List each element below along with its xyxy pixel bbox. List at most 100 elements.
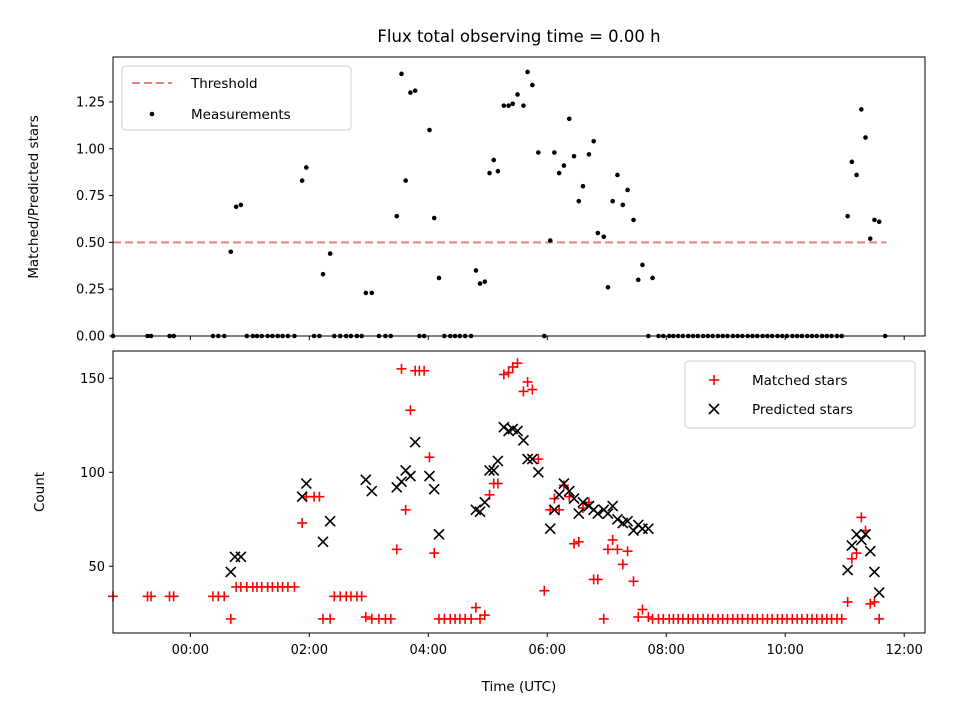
top-axes-frame	[112, 56, 926, 337]
measurements-legend-label: Measurements	[191, 107, 291, 123]
predicted-star-d2	[573, 508, 585, 520]
chart-title: Flux total observing time = 0.00 h	[377, 27, 660, 46]
matched-stars-legend-label: Matched stars	[752, 373, 848, 389]
measurement-point	[412, 88, 418, 94]
matched-star-point	[289, 581, 300, 592]
bottom-panel: 50 100 150 00:00 02:00 04:00 06:00 08:00 10:00 1…	[32, 350, 926, 695]
top-y-tick-label: 1.00	[76, 142, 105, 157]
predicted-star-d2	[366, 485, 378, 497]
matched-star-point	[865, 598, 876, 609]
measurement-point	[625, 187, 630, 193]
measurement-point	[595, 230, 601, 236]
predicted-star-point	[548, 504, 560, 516]
measurement-point	[576, 198, 582, 204]
bottom-y-ticks: 50 100 150	[80, 372, 113, 575]
predicted-star-point	[366, 485, 378, 497]
matched-stars-points	[108, 358, 885, 624]
predicted-star-point	[563, 485, 575, 497]
predicted-star-point	[474, 506, 486, 518]
predicted-star-point	[873, 587, 885, 599]
measurement-point	[399, 71, 404, 77]
matched-star-point	[297, 518, 308, 529]
predicted-star-d2	[395, 476, 408, 488]
matched-star-point	[836, 613, 847, 624]
bottom-x-ticks: 00:00 02:00 04:00 06:00 08:00 10:00 12:00	[172, 633, 923, 658]
bottom-x-tick-label: 04:00	[410, 643, 447, 658]
predicted-star-d2	[324, 515, 336, 527]
measurement-point	[363, 290, 369, 296]
measurement-point	[408, 90, 413, 95]
top-y-ticks: 0.00 0.25 0.50 0.75 1.00 1.25	[76, 95, 113, 345]
matched-star-point	[569, 538, 580, 549]
bottom-y-tick-label: 100	[80, 466, 105, 481]
predicted-star-d2	[526, 453, 538, 465]
measurement-point	[521, 103, 526, 108]
measurement-point	[591, 138, 596, 144]
predicted-star-point	[868, 566, 881, 578]
matched-star-point	[558, 480, 569, 491]
predicted-star-d2	[409, 436, 421, 448]
bottom-x-tick-label: 02:00	[291, 643, 328, 658]
measurement-point	[561, 163, 567, 168]
measurement-point	[501, 103, 507, 108]
measurement-point	[228, 249, 234, 255]
matched-star-point	[466, 613, 477, 624]
matched-star-point	[622, 546, 633, 557]
predicted-star-d2	[488, 464, 500, 476]
matched-star-point	[598, 613, 609, 624]
predicted-star-d2	[532, 466, 544, 478]
matched-star-point	[846, 553, 857, 564]
matched-star-point	[628, 576, 639, 587]
predicted-star-d2	[553, 489, 565, 501]
measurement-point	[473, 268, 479, 273]
predicted-star-d2	[607, 500, 619, 512]
bottom-y-tick-label: 150	[80, 372, 105, 387]
predicted-star-d2	[522, 453, 534, 465]
predicted-star-d2	[577, 496, 589, 508]
predicted-star-point	[642, 523, 654, 535]
predicted-star-d2	[235, 551, 247, 563]
matched-star-point	[612, 544, 623, 555]
measurement-point	[547, 238, 553, 243]
matched-star-point	[419, 365, 430, 376]
measurement-point	[403, 178, 408, 183]
measurement-point	[620, 202, 626, 208]
predicted-star-d2	[360, 474, 372, 486]
measurement-point	[635, 277, 641, 283]
matched-star-point	[533, 454, 544, 465]
predicted-star-d2	[479, 496, 491, 508]
matched-star-point	[874, 613, 885, 624]
matched-star-point	[643, 612, 654, 623]
predicted-star-point	[235, 551, 247, 563]
measurement-point	[863, 135, 868, 140]
matched-star-point	[617, 559, 628, 570]
measurement-point	[482, 279, 488, 284]
measurement-point	[394, 213, 400, 219]
top-legend-box	[121, 65, 352, 131]
predicted-star-point	[404, 470, 417, 482]
measurement-point	[566, 116, 572, 122]
matched-star-point	[492, 478, 503, 489]
measurement-point	[369, 290, 375, 296]
matched-star-point	[633, 612, 644, 623]
measurements-legend-marker	[149, 111, 155, 117]
predicted-star-d2	[873, 587, 885, 599]
matched-star-point	[429, 548, 440, 559]
predicted-star-d2	[470, 504, 482, 516]
measurement-point	[854, 172, 859, 178]
measurement-point	[530, 82, 535, 88]
matched-star-point	[503, 367, 514, 378]
predicted-stars-legend-label: Predicted stars	[752, 402, 853, 418]
predicted-star-point	[423, 470, 436, 482]
predicted-stars-points	[225, 421, 885, 599]
predicted-star-point	[621, 515, 634, 527]
predicted-star-d2	[568, 493, 580, 505]
bottom-legend: Matched stars Predicted stars	[684, 360, 916, 429]
predicted-star-point	[864, 545, 876, 557]
measurement-point	[849, 159, 855, 165]
predicted-star-point	[577, 496, 589, 508]
matched-star-point	[470, 602, 481, 613]
predicted-star-point	[846, 540, 858, 552]
top-y-tick-label: 1.25	[76, 95, 105, 110]
